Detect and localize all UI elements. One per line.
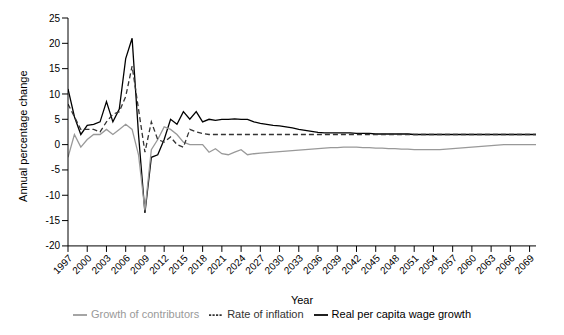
svg-text:2051: 2051 xyxy=(397,252,421,276)
html-text:Real per capita wage growth: Real per capita wage growth xyxy=(331,307,471,320)
svg-text:0: 0 xyxy=(54,139,60,150)
svg-text:-20: -20 xyxy=(46,240,61,251)
svg-text:2069: 2069 xyxy=(513,252,537,276)
svg-text:2018: 2018 xyxy=(186,252,210,276)
html-text:Rate of inflation: Rate of inflation xyxy=(227,307,304,320)
svg-text:2006: 2006 xyxy=(109,252,133,276)
svg-text:2021: 2021 xyxy=(205,252,229,276)
svg-text:5: 5 xyxy=(54,114,60,125)
svg-text:20: 20 xyxy=(49,38,61,49)
svg-text:2012: 2012 xyxy=(147,252,171,276)
svg-text:-10: -10 xyxy=(46,190,61,201)
svg-text:15: 15 xyxy=(49,63,61,74)
svg-text:2030: 2030 xyxy=(262,252,286,276)
svg-text:2027: 2027 xyxy=(243,252,267,276)
svg-text:-15: -15 xyxy=(46,215,61,226)
svg-text:2057: 2057 xyxy=(436,252,460,276)
svg-text:2045: 2045 xyxy=(359,252,383,276)
svg-text:2036: 2036 xyxy=(301,252,325,276)
svg-text:2039: 2039 xyxy=(320,252,344,276)
svg-text:2063: 2063 xyxy=(474,252,498,276)
svg-text:2015: 2015 xyxy=(166,252,190,276)
svg-text:2060: 2060 xyxy=(455,252,479,276)
svg-text:-5: -5 xyxy=(51,164,60,175)
svg-text:Annual percentage change: Annual percentage change xyxy=(17,70,29,202)
svg-text:Year: Year xyxy=(291,294,314,306)
svg-text:2003: 2003 xyxy=(89,252,113,276)
svg-text:2066: 2066 xyxy=(493,252,517,276)
svg-text:2048: 2048 xyxy=(378,252,402,276)
svg-text:2054: 2054 xyxy=(416,252,440,276)
svg-text:2000: 2000 xyxy=(70,252,94,276)
svg-text:2024: 2024 xyxy=(224,252,248,276)
svg-text:1997: 1997 xyxy=(51,252,75,276)
html-text:Growth of contributors: Growth of contributors xyxy=(91,307,200,320)
svg-text:2042: 2042 xyxy=(339,252,363,276)
svg-text:2033: 2033 xyxy=(282,252,306,276)
svg-text:2009: 2009 xyxy=(128,252,152,276)
svg-text:25: 25 xyxy=(49,13,61,24)
svg-text:10: 10 xyxy=(49,89,61,100)
